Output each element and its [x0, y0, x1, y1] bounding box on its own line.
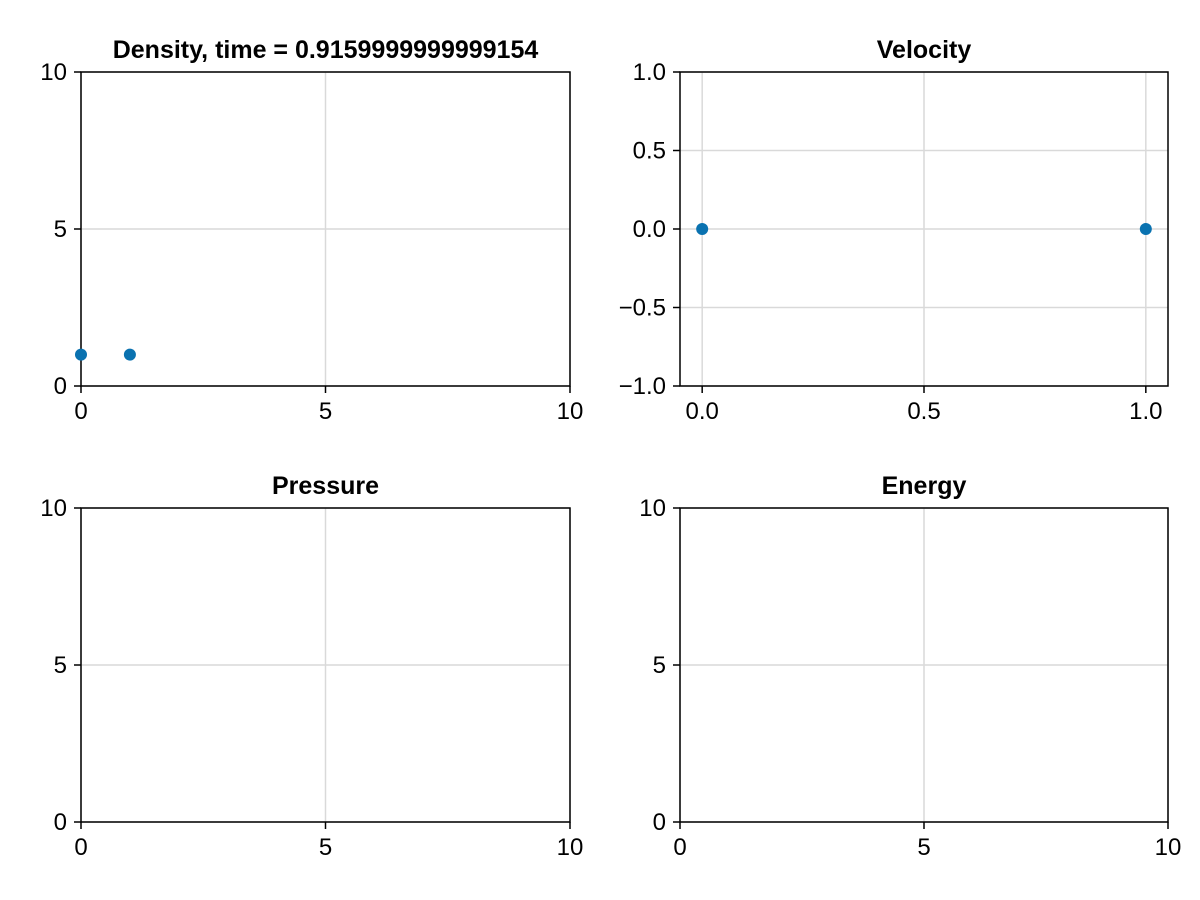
pressure-x-tick-label: 5	[319, 834, 332, 861]
pressure-x-tick-label: 0	[74, 834, 87, 861]
density-x-tick-label: 10	[557, 398, 584, 425]
pressure-panel: 0 5 10 0 5 10 Pressure	[40, 472, 583, 861]
energy-y-tick-label: 10	[639, 495, 666, 522]
velocity-y-tick-label: −1.0	[619, 373, 666, 400]
pressure-x-tick-label: 10	[557, 834, 584, 861]
velocity-y-tick-label: 0.5	[633, 138, 666, 165]
pressure-title: Pressure	[272, 472, 379, 500]
density-title: Density, time = 0.9159999999999154	[113, 36, 539, 64]
pressure-y-tick-label: 0	[54, 809, 67, 836]
energy-x-tick-label: 10	[1155, 834, 1182, 861]
velocity-x-tick-label: 0.5	[907, 398, 940, 425]
density-y-tick-label: 5	[54, 216, 67, 243]
density-x-tick-label: 5	[319, 398, 332, 425]
velocity-y-tick-label: 0.0	[633, 216, 666, 243]
pressure-y-tick-label: 5	[54, 652, 67, 679]
energy-x-tick-label: 5	[917, 834, 930, 861]
energy-x-tick-label: 0	[673, 834, 686, 861]
velocity-y-tick-label: −0.5	[619, 295, 666, 322]
density-panel: 0 5 10 0 5 10 Density, time = 0.91599999999991…	[40, 36, 583, 425]
energy-panel: 0 5 10 0 5 10 Energy	[639, 472, 1181, 861]
velocity-data-point	[1139, 223, 1152, 235]
velocity-x-tick-label: 1.0	[1129, 398, 1162, 425]
velocity-data-point	[696, 223, 709, 235]
velocity-title: Velocity	[877, 36, 972, 64]
density-data-point	[123, 348, 136, 361]
energy-y-tick-label: 5	[653, 652, 666, 679]
energy-title: Energy	[882, 472, 967, 500]
density-data-point	[75, 348, 87, 361]
density-y-tick-label: 10	[40, 59, 67, 86]
velocity-panel: 0.0 0.5 1.0 −1.0 −0.5 0.0 0.5 1.0 Velocity	[619, 36, 1169, 425]
density-y-tick-label: 0	[54, 373, 67, 400]
energy-y-tick-label: 0	[653, 809, 666, 836]
pressure-y-tick-label: 10	[40, 495, 67, 522]
velocity-y-tick-label: 1.0	[633, 59, 666, 86]
density-x-tick-label: 0	[74, 398, 87, 425]
velocity-x-tick-label: 0.0	[685, 398, 718, 425]
